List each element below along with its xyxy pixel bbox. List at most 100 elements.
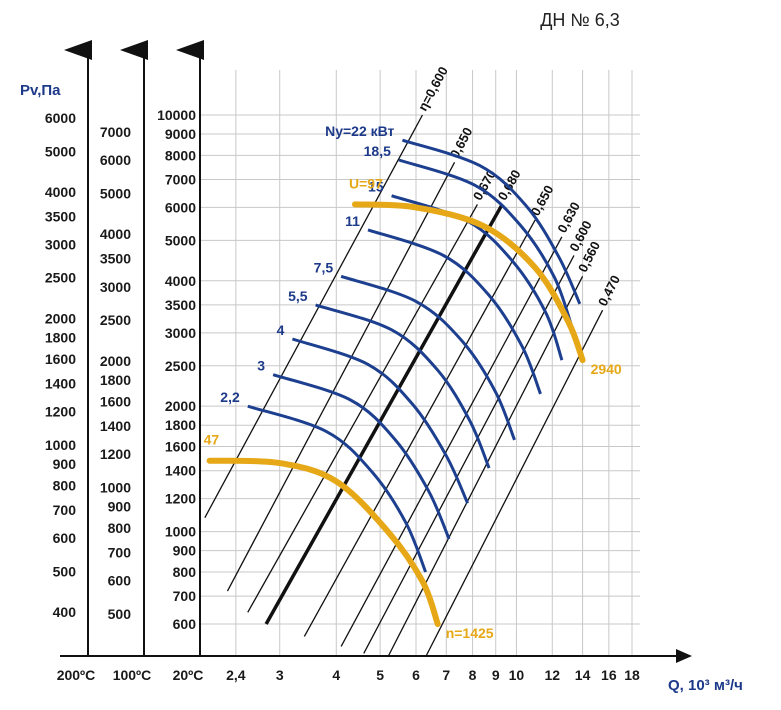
pressure-tick-1-7: 1400: [100, 418, 131, 434]
pressure-tick-1-6: 1200: [100, 446, 131, 462]
temperature-axis-label-2: 20ºC: [173, 667, 204, 683]
power-curves: 2,2 3 4 5,5 7,5 11 15 18,5 Nу=22 кВт: [220, 123, 582, 573]
power-curve-4: [340, 274, 516, 441]
x-tick-label-4: 6: [412, 667, 420, 683]
pressure-tick-0-9: 1600: [45, 351, 76, 367]
efficiency-line-3: [264, 203, 504, 625]
characteristic-end-label-0: n=1425: [446, 625, 494, 641]
x-tick-label-1: 3: [276, 667, 284, 683]
pressure-tick-1-3: 800: [108, 520, 132, 536]
pressure-tick-0-0: 400: [53, 604, 77, 620]
pressure-tick-0-14: 3500: [45, 208, 76, 224]
temperature-axis-label-1: 100ºC: [113, 667, 152, 683]
pressure-tick-2-11: 3000: [165, 325, 196, 341]
x-tick-label-3: 5: [376, 667, 384, 683]
x-tick-label-8: 10: [509, 667, 525, 683]
pressure-tick-2-6: 1400: [165, 463, 196, 479]
x-tick-label-6: 8: [469, 667, 477, 683]
pressure-tick-2-19: 10000: [157, 107, 196, 123]
temperature-axis-label-0: 200ºC: [57, 667, 96, 683]
x-tick-label-11: 16: [601, 667, 617, 683]
pressure-tick-1-14: 4000: [100, 226, 131, 242]
characteristic-start-label-0: 47: [204, 432, 220, 448]
x-tick-label-2: 4: [332, 667, 340, 683]
power-curve-8: [401, 138, 582, 305]
pressure-tick-2-10: 2500: [165, 358, 196, 374]
pressure-tick-1-12: 3000: [100, 279, 131, 295]
pressure-tick-0-3: 700: [53, 502, 77, 518]
characteristic-end-label-1: 2940: [591, 361, 622, 377]
pressure-tick-0-12: 2500: [45, 270, 76, 286]
efficiency-line-0: [204, 114, 424, 518]
pressure-tick-2-2: 800: [173, 564, 197, 580]
power-curve-7: [398, 158, 573, 325]
efficiency-line-7: [387, 276, 584, 658]
x-tick-label-12: 18: [624, 667, 640, 683]
power-curve-5: [367, 228, 542, 395]
pressure-tick-1-9: 1800: [100, 372, 131, 388]
x-tick-label-0: 2,4: [226, 667, 246, 683]
labels: 400 500 600 700 800 900 1000 1200 1400 1600 1800 20…: [45, 107, 640, 683]
efficiency-line-5: [340, 236, 563, 647]
power-curve-label-3: 5,5: [288, 288, 308, 304]
pressure-tick-1-15: 5000: [100, 185, 131, 201]
power-curve-label-0: 2,2: [220, 389, 240, 405]
characteristic-curves: 47 n=1425 U=97 2940: [204, 175, 622, 641]
pressure-tick-0-16: 5000: [45, 143, 76, 159]
power-curve-3: [315, 303, 491, 469]
pressure-tick-2-1: 700: [173, 588, 197, 604]
x-axis-arrow: [676, 649, 692, 663]
efficiency-line-8: [425, 309, 604, 658]
pressure-tick-2-5: 1200: [165, 491, 196, 507]
efficiency-label-8: 0,470: [595, 273, 623, 309]
pressure-tick-1-4: 900: [108, 499, 132, 515]
pressure-tick-1-17: 7000: [100, 124, 131, 140]
pressure-tick-0-4: 800: [53, 478, 77, 494]
pressure-tick-2-8: 1800: [165, 417, 196, 433]
pressure-tick-0-5: 900: [53, 456, 77, 472]
efficiency-label-0: η=0,600: [415, 64, 451, 113]
chart-title: ДН № 6,3: [540, 10, 620, 30]
power-curve-2: [291, 337, 469, 504]
pressure-tick-2-7: 1600: [165, 439, 196, 455]
characteristic-curve-1: [352, 201, 586, 364]
efficiency-line-6: [363, 255, 575, 654]
pressure-tick-0-13: 3000: [45, 236, 76, 252]
pressure-tick-0-17: 6000: [45, 110, 76, 126]
pressure-tick-2-14: 5000: [165, 232, 196, 248]
power-curve-1: [272, 373, 451, 540]
pressure-tick-2-13: 4000: [165, 273, 196, 289]
x-axis-title: Q, 10³ м³/ч: [668, 677, 743, 694]
pressure-tick-2-12: 3500: [165, 297, 196, 313]
power-curve-label-1: 3: [257, 358, 265, 374]
pressure-tick-2-4: 1000: [165, 524, 196, 540]
pressure-tick-0-7: 1200: [45, 404, 76, 420]
pressure-tick-1-1: 600: [108, 573, 132, 589]
pressure-tick-2-3: 900: [173, 543, 197, 559]
y-axis-title: Pv,Па: [20, 82, 61, 99]
pressure-tick-0-8: 1400: [45, 375, 76, 391]
pressure-tick-2-0: 600: [173, 616, 197, 632]
pressure-tick-2-17: 8000: [165, 147, 196, 163]
pressure-tick-0-10: 1800: [45, 330, 76, 346]
power-curve-label-7: 18,5: [364, 143, 391, 159]
x-tick-label-9: 12: [544, 667, 560, 683]
pressure-tick-1-13: 3500: [100, 251, 131, 267]
characteristic-curve-0: [206, 457, 441, 627]
pressure-tick-1-8: 1600: [100, 394, 131, 410]
grid: [200, 70, 640, 656]
pressure-tick-1-10: 2000: [100, 353, 131, 369]
pressure-tick-0-11: 2000: [45, 310, 76, 326]
power-curve-label-2: 4: [277, 322, 285, 338]
pressure-tick-0-1: 500: [53, 563, 77, 579]
characteristic-start-label-1: U=97: [349, 175, 383, 191]
x-tick-label-10: 14: [575, 667, 591, 683]
power-curve-0: [247, 404, 427, 573]
pressure-tick-1-2: 700: [108, 545, 132, 561]
pressure-tick-2-16: 7000: [165, 172, 196, 188]
pressure-tick-1-5: 1000: [100, 479, 131, 495]
pressure-tick-2-15: 6000: [165, 199, 196, 215]
power-curve-label-8: Nу=22 кВт: [325, 123, 394, 139]
